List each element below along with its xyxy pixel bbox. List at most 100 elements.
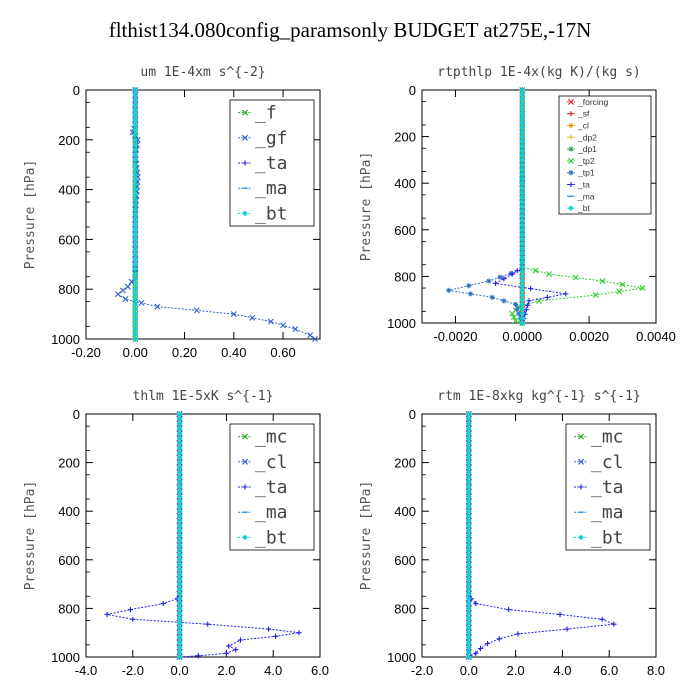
legend-marker bbox=[568, 111, 574, 117]
legend-label: _gf bbox=[255, 128, 288, 149]
legend-marker bbox=[242, 134, 248, 141]
data-point bbox=[492, 280, 499, 286]
data-point bbox=[160, 600, 166, 607]
legend-label: _sf bbox=[577, 109, 590, 119]
x-tick-label: 0.0 bbox=[171, 663, 189, 678]
legend-marker bbox=[568, 205, 574, 212]
legend-label: _ta bbox=[577, 180, 590, 190]
x-tick-label: 2.0 bbox=[217, 663, 235, 678]
y-tick-label: 0 bbox=[409, 407, 416, 422]
data-point bbox=[272, 633, 279, 639]
y-tick-label: 200 bbox=[58, 456, 80, 471]
data-point bbox=[515, 631, 521, 637]
data-point bbox=[466, 283, 472, 289]
data-point bbox=[193, 307, 200, 314]
data-point bbox=[132, 336, 139, 342]
data-point bbox=[489, 294, 495, 300]
data-point bbox=[230, 311, 237, 318]
legend-marker bbox=[568, 157, 574, 164]
panel-title: rtm 1E-8xkg kg^{-1} s^{-1} bbox=[437, 389, 641, 404]
data-point bbox=[532, 267, 539, 274]
data-point bbox=[599, 616, 605, 622]
data-point bbox=[572, 274, 579, 281]
y-tick-label: 600 bbox=[394, 553, 416, 568]
legend-label: _ma bbox=[577, 191, 595, 201]
y-tick-label: 400 bbox=[394, 176, 416, 191]
legend-marker bbox=[578, 433, 584, 440]
panel-title: thlm 1E-5xK s^{-1} bbox=[133, 389, 274, 404]
y-axis-label: Pressure [hPa] bbox=[359, 152, 374, 262]
data-point bbox=[249, 314, 256, 321]
y-tick-label: 0 bbox=[73, 83, 80, 98]
data-point bbox=[486, 278, 492, 284]
legend-marker bbox=[242, 484, 248, 490]
y-tick-label: 1000 bbox=[51, 650, 80, 665]
x-tick-label: 0.20 bbox=[172, 345, 197, 360]
legend-marker bbox=[568, 170, 574, 176]
x-tick-label: 0.00 bbox=[123, 345, 148, 360]
legend-marker bbox=[568, 134, 574, 140]
data-point bbox=[115, 291, 122, 298]
y-tick-label: 600 bbox=[394, 223, 416, 238]
y-tick-label: 1000 bbox=[51, 332, 80, 347]
figure-title: flthist134.080config_paramsonly BUDGET a… bbox=[108, 18, 592, 42]
data-point bbox=[467, 291, 474, 297]
x-tick-label: 4.0 bbox=[553, 663, 571, 678]
data-point bbox=[528, 286, 534, 292]
data-point bbox=[501, 298, 507, 304]
data-point bbox=[592, 292, 599, 299]
series-bt bbox=[132, 87, 139, 342]
data-point bbox=[508, 270, 514, 276]
data-point bbox=[526, 298, 532, 304]
data-point bbox=[525, 302, 531, 308]
data-point bbox=[265, 626, 272, 632]
data-point bbox=[557, 611, 563, 618]
data-point bbox=[619, 281, 626, 288]
legend-label: _ta bbox=[255, 153, 288, 174]
data-point bbox=[514, 267, 520, 274]
chart-panel-3: thlm 1E-5xK s^{-1} Pressure [hPa] 0 200 400 6… bbox=[23, 389, 329, 678]
data-point bbox=[509, 310, 516, 317]
y-tick-label: 0 bbox=[409, 83, 416, 98]
legend-label: _tp2 bbox=[577, 156, 595, 166]
data-point bbox=[512, 317, 519, 324]
series-line bbox=[468, 414, 615, 658]
y-tick-label: 200 bbox=[58, 133, 80, 148]
data-point bbox=[505, 607, 512, 613]
data-point bbox=[233, 647, 239, 653]
legend-marker bbox=[578, 458, 584, 465]
legend-label: _ma bbox=[255, 178, 288, 199]
y-tick-label: 800 bbox=[58, 601, 80, 616]
legend-marker bbox=[568, 146, 574, 152]
data-point bbox=[546, 271, 553, 278]
data-point bbox=[473, 650, 479, 656]
y-tick-label: 200 bbox=[394, 456, 416, 471]
data-point bbox=[514, 306, 520, 312]
y-axis-label: Pressure [hPa] bbox=[359, 481, 374, 591]
data-point bbox=[616, 288, 623, 295]
y-axis-label: Pressure [hPa] bbox=[23, 481, 38, 591]
x-tick-label: 8.0 bbox=[647, 663, 665, 678]
y-axis-label: Pressure [hPa] bbox=[23, 160, 38, 270]
data-point bbox=[127, 607, 134, 613]
legend-marker bbox=[242, 160, 248, 166]
legend-label: _dp2 bbox=[577, 132, 597, 142]
data-point bbox=[195, 653, 201, 659]
legend-box bbox=[558, 95, 652, 215]
legend-marker bbox=[578, 534, 584, 541]
legend-label: _tp1 bbox=[577, 168, 595, 178]
legend-marker bbox=[242, 458, 248, 465]
legend-marker bbox=[242, 433, 248, 440]
legend-label: _forcing bbox=[577, 97, 609, 107]
legend-marker bbox=[242, 109, 248, 116]
data-point bbox=[477, 645, 484, 652]
data-point bbox=[267, 318, 274, 325]
y-tick-label: 1000 bbox=[387, 650, 416, 665]
data-point bbox=[519, 320, 526, 326]
data-point bbox=[611, 621, 617, 627]
data-point bbox=[446, 287, 452, 293]
x-tick-label: -2.0 bbox=[122, 663, 144, 678]
data-point bbox=[122, 296, 129, 303]
